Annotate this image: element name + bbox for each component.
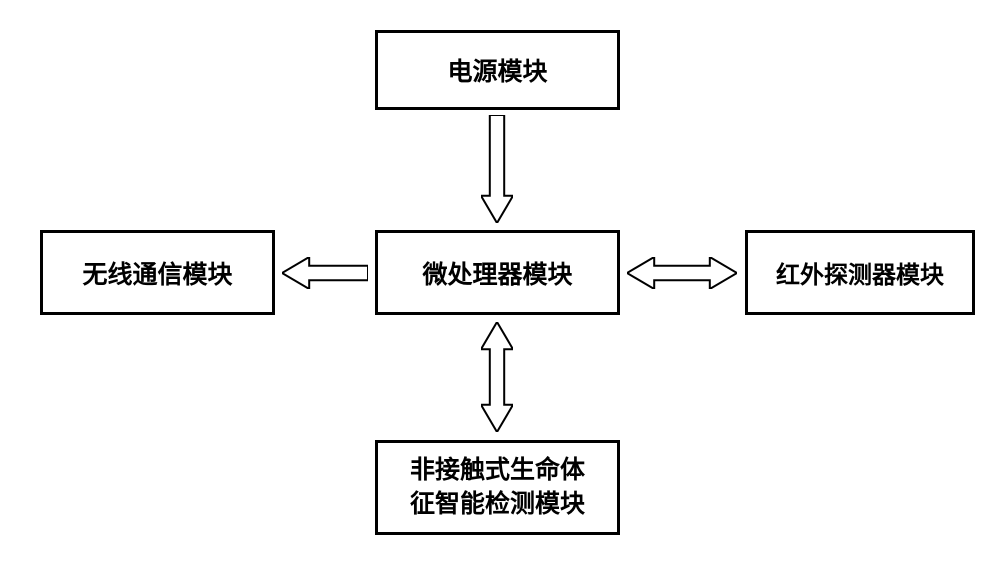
mcu-module-label: 微处理器模块 — [422, 255, 572, 291]
infrared-module-box: 红外探测器模块 — [745, 230, 975, 315]
arrow-mcu-to-wireless — [282, 257, 368, 289]
wireless-module-box: 无线通信模块 — [40, 230, 275, 315]
vitals-module-label: 非接触式生命体 征智能检测模块 — [410, 454, 585, 522]
arrow-power-to-mcu — [481, 115, 513, 223]
arrow-mcu-infrared — [627, 257, 737, 289]
power-module-label: 电源模块 — [447, 52, 547, 88]
infrared-module-label: 红外探测器模块 — [776, 255, 944, 290]
arrow-mcu-vitals — [481, 322, 513, 432]
vitals-module-box: 非接触式生命体 征智能检测模块 — [375, 440, 620, 535]
mcu-module-box: 微处理器模块 — [375, 230, 620, 315]
power-module-box: 电源模块 — [375, 30, 620, 110]
wireless-module-label: 无线通信模块 — [82, 255, 232, 291]
